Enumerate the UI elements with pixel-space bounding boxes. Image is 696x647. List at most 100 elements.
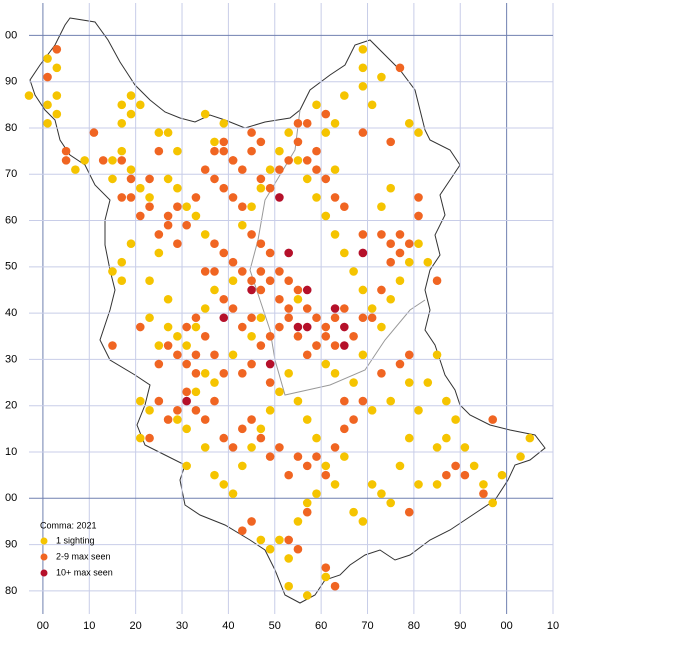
- record-dot: [284, 156, 293, 165]
- record-dot: [238, 526, 247, 535]
- record-dot: [284, 128, 293, 137]
- record-dot: [451, 461, 460, 471]
- record-dot: [293, 137, 303, 147]
- record-dot: [247, 359, 256, 369]
- record-dot: [182, 202, 191, 211]
- legend: Comma: 2021 1 sighting 2-9 max seen 10+ ma…: [40, 520, 113, 577]
- record-dot: [238, 165, 247, 174]
- record-dot: [330, 119, 340, 128]
- record-dot: [302, 498, 312, 508]
- record-dot: [497, 470, 507, 480]
- record-dot: [182, 359, 191, 369]
- record-dot: [302, 461, 312, 471]
- record-dot: [256, 267, 266, 276]
- legend-swatch: [40, 553, 48, 561]
- record-dot: [238, 461, 247, 471]
- record-dot: [479, 480, 488, 489]
- record-dot: [302, 350, 312, 360]
- record-dot: [312, 489, 321, 498]
- record-dot: [321, 128, 331, 137]
- record-dot: [238, 322, 247, 332]
- record-dot: [358, 44, 368, 54]
- record-dot: [312, 341, 321, 350]
- record-dot: [117, 276, 127, 286]
- record-dot: [488, 498, 498, 508]
- record-dot: [414, 128, 423, 137]
- record-dot: [210, 470, 219, 480]
- record-dot: [228, 156, 238, 165]
- x-tick-label: 30: [176, 620, 188, 632]
- record-dot: [330, 165, 340, 174]
- record-dot: [367, 304, 377, 313]
- record-dot: [219, 183, 229, 193]
- record-dot: [404, 433, 414, 443]
- record-dot: [117, 146, 127, 156]
- record-dot: [321, 109, 331, 119]
- record-dot: [312, 452, 321, 461]
- record-dot: [312, 193, 321, 202]
- record-dot: [302, 174, 312, 184]
- record-dot: [210, 378, 219, 387]
- record-dot: [293, 517, 303, 526]
- y-tick-label: 90: [5, 76, 17, 88]
- y-tick-label: 30: [5, 353, 17, 365]
- record-dot: [302, 304, 312, 313]
- record-dot: [275, 387, 284, 397]
- y-tick-label: 10: [5, 446, 17, 458]
- record-dot: [340, 396, 349, 406]
- record-dot: [126, 174, 136, 184]
- record-dot: [302, 119, 312, 128]
- y-tick-label: 90: [5, 538, 17, 550]
- record-dot: [367, 100, 377, 110]
- record-dot: [358, 396, 368, 406]
- record-dot: [126, 193, 136, 202]
- y-tick-label: 80: [5, 122, 17, 134]
- record-dot: [284, 554, 293, 563]
- record-dot: [24, 91, 34, 100]
- record-dot: [256, 174, 266, 184]
- record-dot: [163, 415, 173, 424]
- record-dot: [219, 313, 229, 323]
- record-dot: [284, 276, 293, 286]
- record-dot: [349, 507, 358, 517]
- record-dot: [275, 443, 284, 452]
- record-dot: [238, 424, 247, 434]
- record-dot: [108, 156, 117, 165]
- record-dot: [173, 183, 182, 193]
- record-dot: [340, 322, 349, 332]
- record-dot: [228, 489, 238, 498]
- record-dot: [302, 591, 312, 600]
- record-dot: [330, 443, 340, 452]
- record-dot: [265, 359, 275, 369]
- record-dot: [117, 119, 127, 128]
- record-dot: [256, 433, 266, 443]
- record-dot: [340, 424, 349, 434]
- record-dot: [210, 137, 219, 147]
- record-dot: [117, 156, 127, 165]
- record-dot: [321, 470, 331, 480]
- y-tick-label: 70: [5, 168, 17, 180]
- grid: 00 10 20 30 40 50 60 70 80 90 00 10 00 90 80 70 60 50 40 30…: [5, 3, 559, 632]
- record-dot: [89, 128, 99, 137]
- x-tick-label: 40: [222, 620, 234, 632]
- record-dot: [98, 156, 108, 165]
- x-tick-label: 10: [83, 620, 95, 632]
- y-tick-label: 00: [5, 492, 17, 504]
- record-dot: [219, 369, 229, 378]
- record-dot: [284, 313, 293, 323]
- record-dot: [61, 156, 71, 165]
- record-dot: [377, 285, 386, 295]
- record-dot: [265, 276, 275, 286]
- record-dot: [395, 359, 405, 369]
- record-dot: [293, 322, 303, 332]
- record-dot: [386, 396, 395, 406]
- record-dot: [163, 294, 173, 304]
- record-dot: [219, 137, 229, 147]
- legend-label: 2-9 max seen: [56, 551, 111, 561]
- record-dot: [349, 415, 358, 424]
- record-dot: [395, 63, 405, 73]
- record-dot: [367, 406, 377, 415]
- x-tick-label: 10: [547, 620, 559, 632]
- record-dot: [256, 285, 266, 295]
